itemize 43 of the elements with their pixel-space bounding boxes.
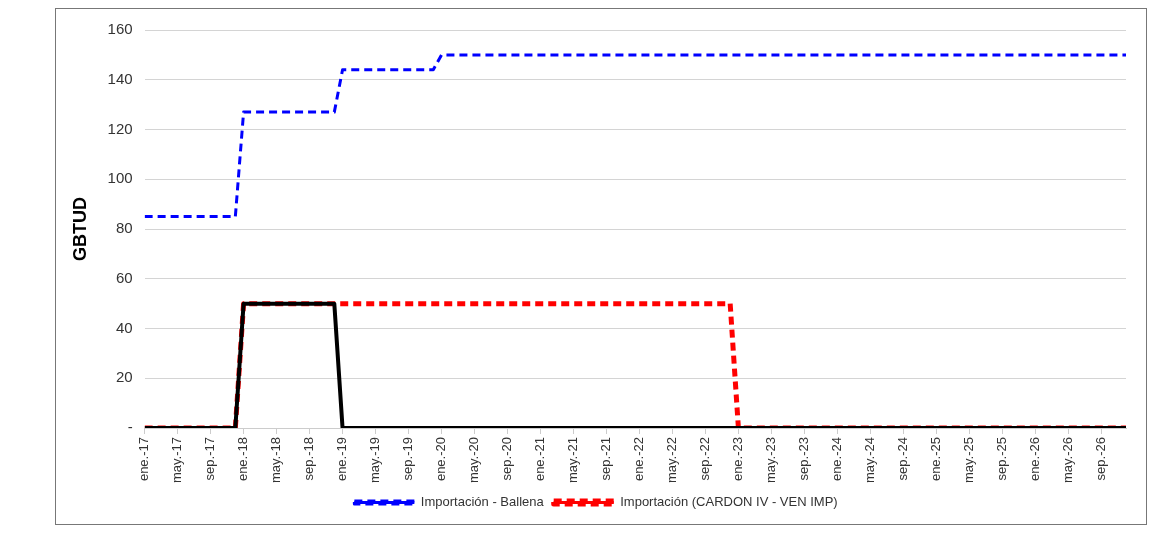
y-tick-label: - (127, 418, 133, 436)
x-tick-label: sep.-26 (1092, 437, 1108, 481)
x-tick-label: may.-26 (1059, 437, 1075, 483)
x-tick-label: sep.-25 (993, 437, 1009, 481)
x-tick-label: may.-23 (762, 437, 778, 483)
y-tick-label: 100 (107, 169, 133, 187)
x-tick-label: sep.-17 (202, 437, 218, 481)
legend-label: Importación (CARDON IV - VEN IMP) (620, 494, 838, 510)
x-tick-label: ene.-22 (631, 437, 647, 482)
x-tick-label: sep.-18 (301, 437, 317, 481)
x-tick-label: may.-25 (960, 437, 976, 483)
x-tick-label: ene.-25 (927, 437, 943, 482)
x-tick-label: ene.-24 (828, 437, 844, 482)
line-series (144, 53, 1126, 219)
x-tick-label: ene.-18 (235, 437, 251, 482)
x-tick-label: may.-21 (565, 437, 581, 483)
x-tick-label: sep.-23 (795, 437, 811, 481)
x-tick-label: sep.-19 (400, 437, 416, 481)
x-tick-label: may.-24 (861, 437, 877, 483)
x-tick-label: ene.-23 (729, 437, 745, 482)
x-tick-label: may.-22 (664, 437, 679, 483)
y-tick-label: 140 (107, 69, 133, 87)
y-tick-label: 80 (115, 219, 133, 237)
x-tick-label: sep.-24 (894, 437, 910, 481)
x-tick-label: sep.-21 (598, 437, 614, 481)
x-tick-label: may.-17 (169, 437, 185, 483)
x-tick-label: sep.-20 (499, 437, 515, 481)
x-tick-label: ene.-21 (532, 437, 548, 482)
x-tick-label: sep.-22 (696, 437, 712, 481)
y-tick-label: 40 (115, 318, 133, 336)
x-tick-label: ene.-20 (433, 437, 449, 482)
x-tick-label: may.-20 (466, 437, 482, 483)
y-tick-label: 120 (107, 119, 133, 137)
y-axis-title: GBTUD (69, 197, 90, 261)
x-tick-label: ene.-17 (136, 437, 152, 482)
legend-label: Importación - Ballena (420, 494, 545, 510)
x-tick-label: may.-19 (367, 437, 383, 483)
x-tick-label: ene.-26 (1026, 437, 1042, 482)
y-tick-label: 20 (115, 368, 133, 386)
y-tick-label: 60 (115, 268, 133, 286)
y-tick-label: 160 (107, 20, 133, 38)
x-tick-label: ene.-19 (334, 437, 350, 482)
x-tick-label: may.-18 (268, 437, 284, 483)
